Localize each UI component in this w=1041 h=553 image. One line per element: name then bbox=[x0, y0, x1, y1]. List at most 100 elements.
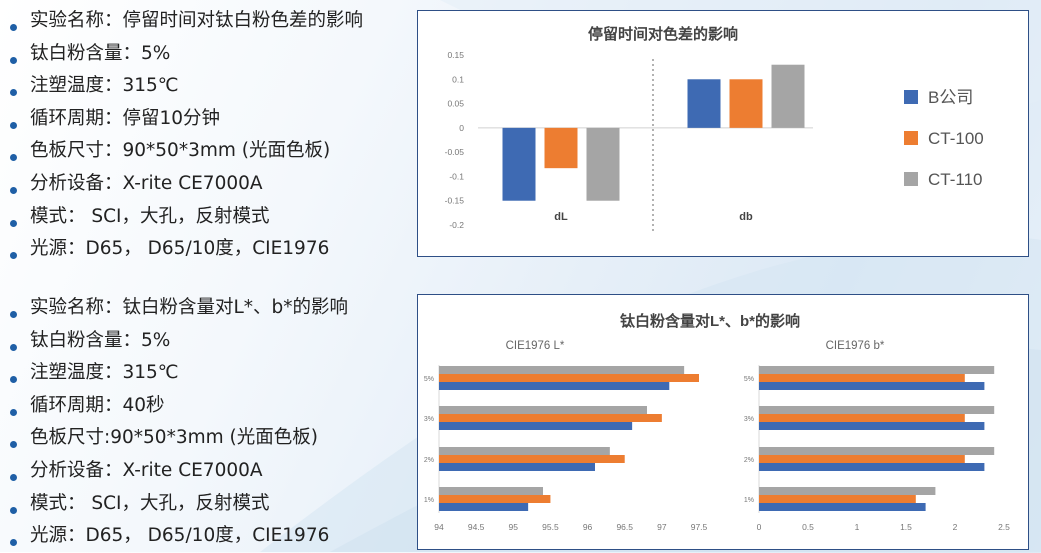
category-label: dL bbox=[554, 211, 568, 223]
bullet-dot-icon bbox=[10, 408, 17, 416]
bullet-dot-icon bbox=[10, 441, 17, 449]
bullet-dot-icon bbox=[10, 219, 17, 227]
legend-swatch bbox=[904, 131, 918, 145]
bullet-item: 实验名称：停留时间对钛白粉色差的影响 bbox=[6, 5, 363, 38]
x-tick-label: 96 bbox=[583, 522, 593, 532]
legend-label: B公司 bbox=[928, 88, 973, 107]
bar bbox=[502, 127, 536, 201]
bullet-item: 实验名称：钛白粉含量对L*、b*的影响 bbox=[6, 292, 348, 325]
dwell-time-chart-panel: 停留时间对色差的影响 0.15 0.1 0.05 0 -0.05 -0.1 -0.15 -0.2… bbox=[417, 10, 1029, 257]
y-tick-label: -0.05 bbox=[445, 147, 465, 157]
bar bbox=[759, 406, 995, 414]
bullet-item: 光源：D65， D65/10度，CIE1976 bbox=[6, 520, 348, 553]
bullet-text: 分析设备：X-rite CE7000A bbox=[30, 172, 263, 194]
x-tick-label: 97 bbox=[657, 522, 667, 532]
experiment-1-bullet-list: 实验名称：停留时间对钛白粉色差的影响 钛白粉含量：5% 注塑温度：315℃ 循环周期：… bbox=[6, 5, 363, 266]
legend-label: CT-100 bbox=[928, 129, 984, 148]
subchart-title: CIE1976 L* bbox=[506, 340, 565, 352]
bullet-text: 循环周期：停留10分钟 bbox=[30, 107, 221, 129]
bullet-dot-icon bbox=[10, 506, 17, 514]
bullet-dot-icon bbox=[10, 343, 17, 351]
bullet-dot-icon bbox=[10, 56, 17, 64]
legend-swatch bbox=[904, 90, 918, 104]
bullet-text: 分析设备：X-rite CE7000A bbox=[30, 459, 263, 481]
bar bbox=[544, 127, 578, 169]
bullet-text: 模式： SCI，大孔，反射模式 bbox=[30, 492, 270, 514]
bar bbox=[439, 414, 662, 422]
category-label: 1% bbox=[744, 497, 754, 504]
bar bbox=[687, 79, 721, 128]
x-tick-label: 94.5 bbox=[468, 522, 485, 532]
chart-title: 钛白粉含量对L*、b*的影响 bbox=[620, 312, 800, 330]
bullet-item: 光源：D65， D65/10度，CIE1976 bbox=[6, 233, 363, 266]
x-tick-label: 1 bbox=[855, 522, 860, 532]
x-tick-label: 97.5 bbox=[691, 522, 708, 532]
bullet-dot-icon bbox=[10, 376, 17, 384]
bar bbox=[439, 455, 625, 463]
bullet-text: 实验名称：钛白粉含量对L*、b*的影响 bbox=[30, 297, 349, 318]
x-tick-label: 2.5 bbox=[998, 522, 1010, 532]
bullet-item: 钛白粉含量：5% bbox=[6, 325, 348, 358]
y-tick-label: 0 bbox=[459, 123, 464, 133]
x-tick-label: 1.5 bbox=[900, 522, 912, 532]
bullet-item: 模式： SCI，大孔，反射模式 bbox=[6, 488, 348, 521]
bar bbox=[759, 487, 936, 495]
bar bbox=[439, 366, 685, 374]
bullet-text: 光源：D65， D65/10度，CIE1976 bbox=[30, 525, 330, 547]
bullet-item: 循环周期：停留10分钟 bbox=[6, 103, 363, 136]
bullet-text: 钛白粉含量：5% bbox=[30, 42, 171, 64]
category-label: 2% bbox=[424, 457, 434, 464]
category-label: 5% bbox=[424, 376, 434, 383]
x-tick-label: 95.5 bbox=[542, 522, 559, 532]
bar bbox=[439, 503, 529, 511]
bullet-dot-icon bbox=[10, 311, 17, 318]
tio2-content-chart-panel: 钛白粉含量对L*、b*的影响 CIE1976 L* 5% 3% 2% 1% 94 94.5 95… bbox=[417, 294, 1029, 550]
category-label: 2% bbox=[744, 457, 754, 464]
bullet-item: 分析设备：X-rite CE7000A bbox=[6, 168, 363, 201]
tio2-content-lb-chart: 钛白粉含量对L*、b*的影响 CIE1976 L* 5% 3% 2% 1% 94 94.5 95… bbox=[424, 312, 1010, 532]
bullet-dot-icon bbox=[10, 121, 17, 129]
bar bbox=[759, 414, 965, 422]
bar bbox=[439, 495, 551, 503]
bullet-dot-icon bbox=[10, 473, 17, 481]
bar bbox=[439, 374, 699, 382]
y-tick-label: 0.05 bbox=[447, 99, 464, 109]
chart-title: 停留时间对色差的影响 bbox=[588, 25, 738, 43]
x-tick-label: 95 bbox=[509, 522, 519, 532]
y-tick-label: 0.15 bbox=[447, 50, 464, 60]
bar bbox=[759, 503, 926, 511]
bullet-text: 注塑温度：315℃ bbox=[30, 362, 179, 384]
bar bbox=[759, 366, 995, 374]
bullet-dot-icon bbox=[10, 252, 17, 260]
bullet-text: 钛白粉含量：5% bbox=[30, 329, 171, 351]
bar bbox=[439, 447, 610, 455]
bullet-dot-icon bbox=[10, 154, 17, 162]
bar bbox=[439, 487, 543, 495]
bar bbox=[439, 463, 595, 471]
bullet-text: 色板尺寸：90*50*3mm (光面色板) bbox=[30, 140, 331, 162]
bar bbox=[439, 422, 633, 430]
x-tick-label: 96.5 bbox=[616, 522, 633, 532]
bullet-item: 钛白粉含量：5% bbox=[6, 38, 363, 71]
bullet-dot-icon bbox=[10, 24, 17, 31]
experiment-2-bullet-list: 实验名称：钛白粉含量对L*、b*的影响 钛白粉含量：5% 注塑温度：315℃ 循环周期… bbox=[6, 292, 348, 553]
bar bbox=[759, 382, 985, 390]
dwell-time-color-difference-chart: 停留时间对色差的影响 0.15 0.1 0.05 0 -0.05 -0.1 -0.15 -0.2… bbox=[445, 25, 984, 233]
bullet-text: 实验名称：停留时间对钛白粉色差的影响 bbox=[30, 10, 364, 31]
bullet-item: 模式： SCI，大孔，反射模式 bbox=[6, 201, 363, 234]
bullet-item: 循环周期：40秒 bbox=[6, 390, 348, 423]
bar bbox=[439, 382, 670, 390]
bullet-text: 光源：D65， D65/10度，CIE1976 bbox=[30, 238, 330, 260]
bullet-text: 循环周期：40秒 bbox=[30, 394, 165, 416]
legend-swatch bbox=[904, 172, 918, 186]
x-tick-label: 2 bbox=[953, 522, 958, 532]
category-label: db bbox=[739, 211, 753, 223]
y-tick-label: -0.15 bbox=[445, 196, 465, 206]
bullet-text: 模式： SCI，大孔，反射模式 bbox=[30, 205, 270, 227]
category-label: 3% bbox=[744, 416, 754, 423]
bar bbox=[771, 64, 805, 128]
y-tick-label: -0.2 bbox=[449, 220, 464, 230]
x-tick-label: 0 bbox=[757, 522, 762, 532]
bullet-text: 注塑温度：315℃ bbox=[30, 75, 179, 97]
bullet-item: 分析设备：X-rite CE7000A bbox=[6, 455, 348, 488]
